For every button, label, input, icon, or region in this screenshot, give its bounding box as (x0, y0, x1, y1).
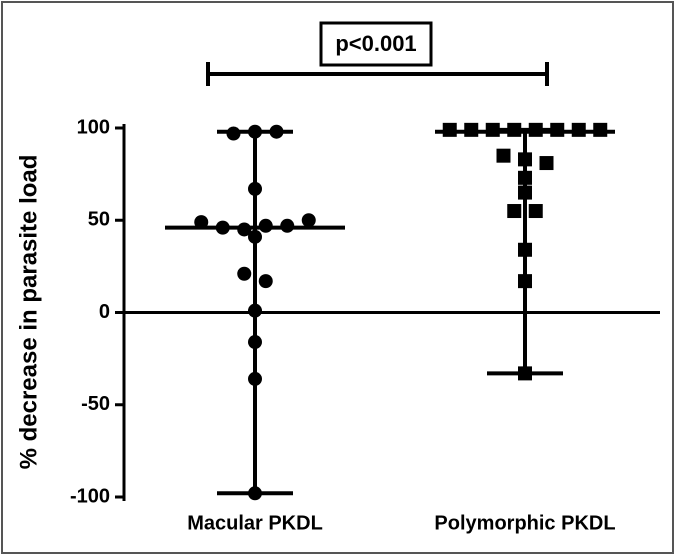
y-tick-label: -50 (81, 393, 110, 415)
x-tick-label: Macular PKDL (187, 512, 323, 534)
point (248, 181, 262, 196)
point (528, 122, 543, 137)
point (464, 122, 479, 137)
point (258, 218, 273, 233)
point (518, 366, 532, 381)
point (485, 122, 500, 137)
y-tick-label: 50 (88, 209, 110, 231)
point (280, 218, 295, 233)
y-tick-label: 100 (77, 116, 110, 138)
point (518, 274, 532, 289)
point (237, 222, 252, 237)
point (226, 126, 241, 141)
point (248, 229, 262, 244)
point (194, 215, 209, 230)
y-tick-label: -100 (70, 485, 110, 507)
annotation: p<0.001 (335, 31, 416, 56)
point (539, 156, 554, 171)
point (442, 122, 457, 137)
point (550, 122, 565, 137)
point (248, 486, 262, 501)
point (248, 303, 262, 318)
point (248, 124, 262, 139)
point (528, 204, 543, 219)
point (248, 335, 262, 350)
y-tick-label: 0 (99, 301, 110, 323)
annotation-box (319, 21, 433, 67)
point (571, 122, 586, 137)
point (269, 124, 284, 139)
point (518, 152, 532, 167)
point (518, 242, 532, 257)
point (301, 213, 316, 228)
x-tick-label: Polymorphic PKDL (434, 512, 615, 534)
point (496, 148, 511, 163)
point (507, 122, 522, 137)
point (518, 185, 532, 200)
point (237, 266, 252, 281)
point (215, 220, 230, 235)
point (518, 170, 532, 185)
y-axis-label: % decrease in parasite load (15, 155, 42, 470)
point (507, 204, 522, 219)
point (593, 122, 608, 137)
point (258, 274, 273, 289)
point (248, 371, 262, 386)
